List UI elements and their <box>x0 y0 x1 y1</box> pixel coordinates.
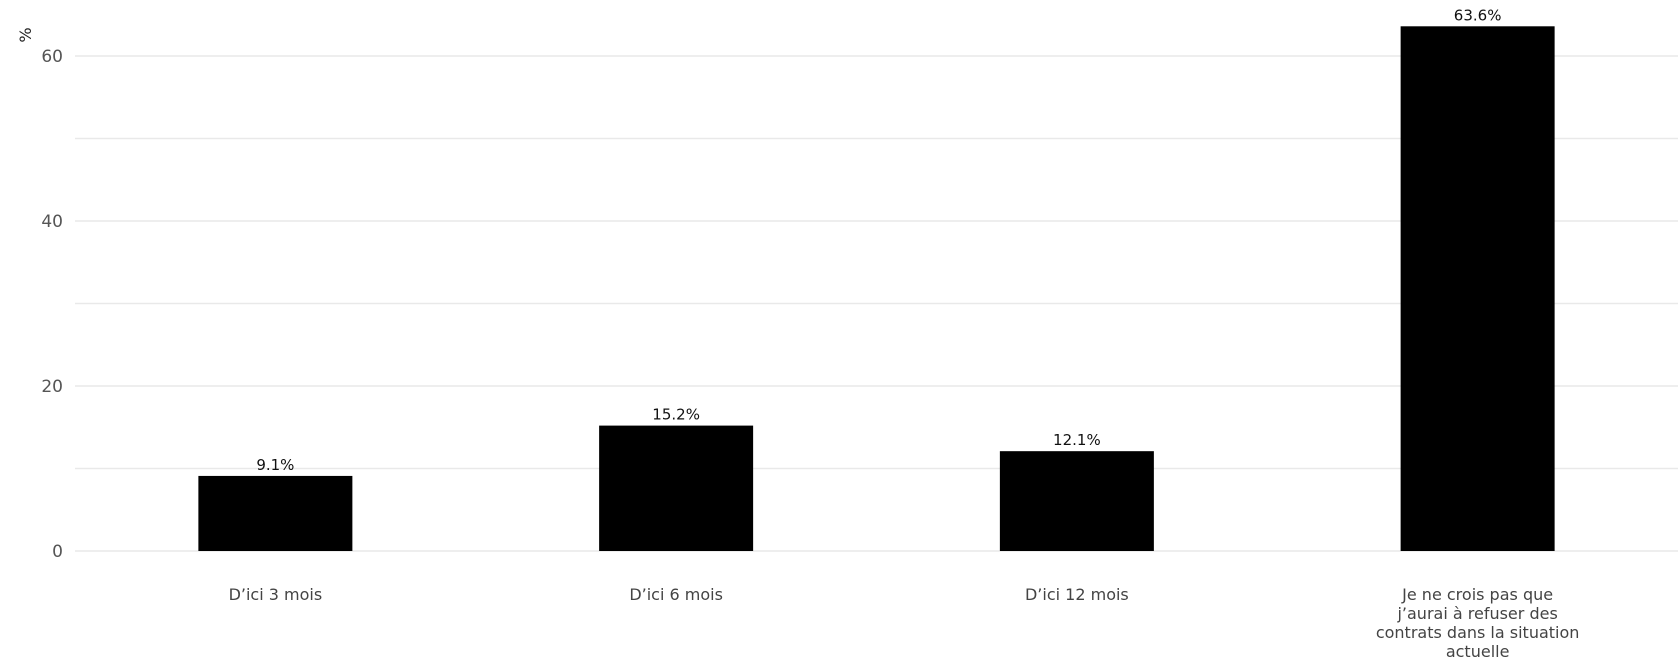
category-label-3: D’ici 12 mois <box>1025 585 1129 604</box>
bar-4 <box>1400 26 1555 552</box>
bars <box>198 26 1555 552</box>
bar-2 <box>599 425 754 551</box>
y-tick-label-20: 20 <box>41 377 63 397</box>
data-label-4: 63.6% <box>1454 6 1502 24</box>
y-tick-label-0: 0 <box>52 542 63 562</box>
category-labels: D’ici 3 mois D’ici 6 mois D’ici 12 mois Je … <box>229 585 1580 659</box>
data-label-1: 9.1% <box>256 456 294 474</box>
y-axis-title: % <box>16 27 35 42</box>
y-tick-label-60: 60 <box>41 47 63 67</box>
y-axis-ticks: 0 20 40 60 <box>41 47 63 562</box>
gridlines <box>75 55 1678 552</box>
category-label-1: D’ici 3 mois <box>229 585 323 604</box>
data-labels: 9.1% 15.2% 12.1% 63.6% <box>256 6 1501 474</box>
data-label-3: 12.1% <box>1053 431 1101 449</box>
category-label-2: D’ici 6 mois <box>629 585 723 604</box>
data-label-2: 15.2% <box>652 406 700 424</box>
bar-1 <box>198 475 353 551</box>
bar-3 <box>999 451 1154 551</box>
y-tick-label-40: 40 <box>41 212 63 232</box>
category-label-4: Je ne crois pas que j’aurai à refuser des… <box>1376 585 1580 659</box>
